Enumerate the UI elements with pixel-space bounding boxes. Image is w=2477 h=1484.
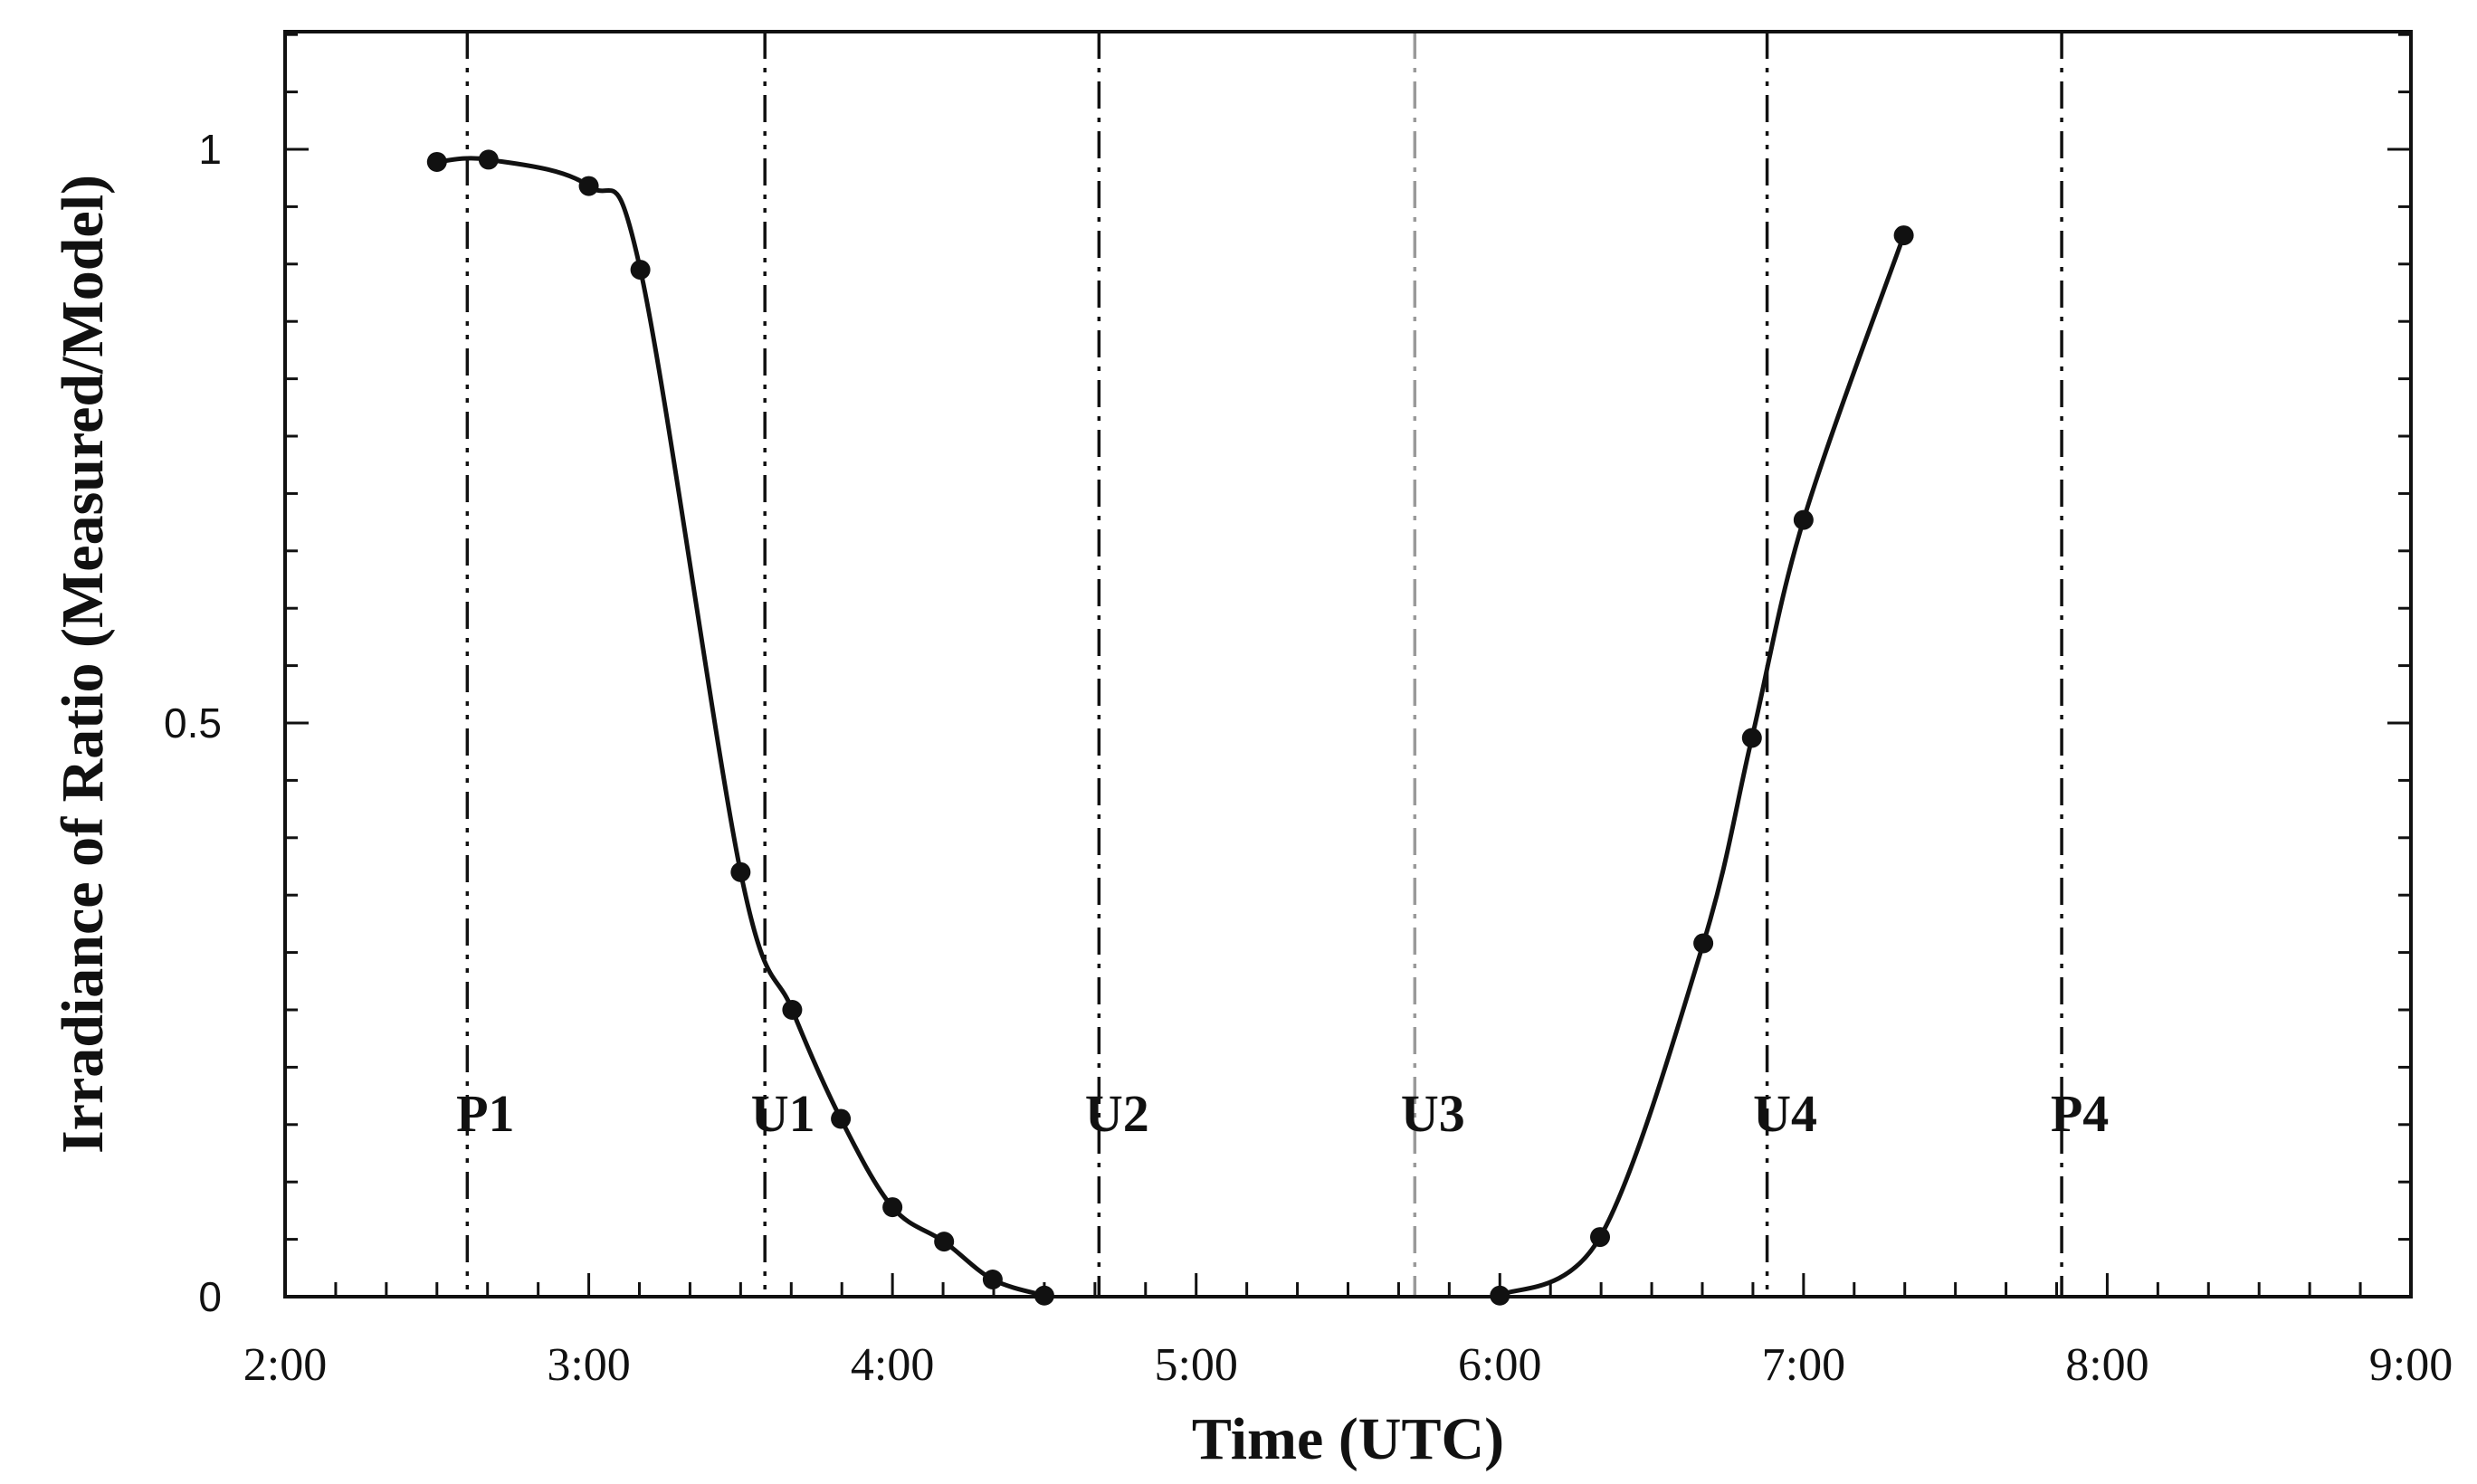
data-point (426, 151, 447, 172)
x-tick-label: 6:00 (1458, 1339, 1541, 1391)
data-point (1741, 728, 1762, 748)
data-point (882, 1197, 903, 1218)
data-point (831, 1108, 852, 1129)
data-point (478, 149, 499, 170)
y-tick-label: 1 (198, 126, 222, 173)
x-tick-label: 3:00 (547, 1339, 630, 1391)
x-axis-title: Time (UTC) (1192, 1406, 1504, 1472)
data-point (1693, 933, 1714, 954)
x-tick-label: 4:00 (851, 1339, 934, 1391)
event-label-p4: P4 (2051, 1084, 2109, 1143)
x-tick-label: 5:00 (1154, 1339, 1237, 1391)
data-point (578, 176, 599, 196)
minor-ticks (285, 33, 2411, 1297)
data-point (782, 1000, 803, 1020)
data-point (934, 1232, 955, 1252)
event-label-u2: U2 (1085, 1084, 1149, 1143)
event-label-u4: U4 (1753, 1084, 1817, 1143)
event-labels: P1 U1 U2 U3 U4 P4 (456, 1084, 2109, 1143)
event-label-p1: P1 (456, 1084, 514, 1143)
y-tick-labels: 00.51 (164, 126, 222, 1320)
data-point (730, 861, 751, 882)
data-point (630, 260, 651, 281)
y-tick-label: 0.5 (164, 699, 222, 747)
event-label-u1: U1 (751, 1084, 815, 1143)
x-tick-label: 7:00 (1762, 1339, 1845, 1391)
x-tick-label: 9:00 (2369, 1339, 2453, 1391)
data-point (1893, 225, 1914, 246)
y-axis-title: Irradiance of Ratio (Measured/Model) (50, 175, 116, 1154)
event-label-u3: U3 (1401, 1084, 1465, 1143)
data-point (982, 1269, 1003, 1289)
plot-frame (283, 30, 2413, 1298)
data-point (1590, 1227, 1611, 1248)
event-lines (465, 32, 2063, 1297)
x-tick-labels: 2:00 3:00 4:00 5:00 6:00 7:00 8:00 9:00 (243, 1339, 2453, 1391)
y-tick-label: 0 (198, 1273, 222, 1320)
x-tick-label: 2:00 (243, 1339, 327, 1391)
x-tick-label: 8:00 (2065, 1339, 2148, 1391)
data-point (1793, 509, 1814, 530)
